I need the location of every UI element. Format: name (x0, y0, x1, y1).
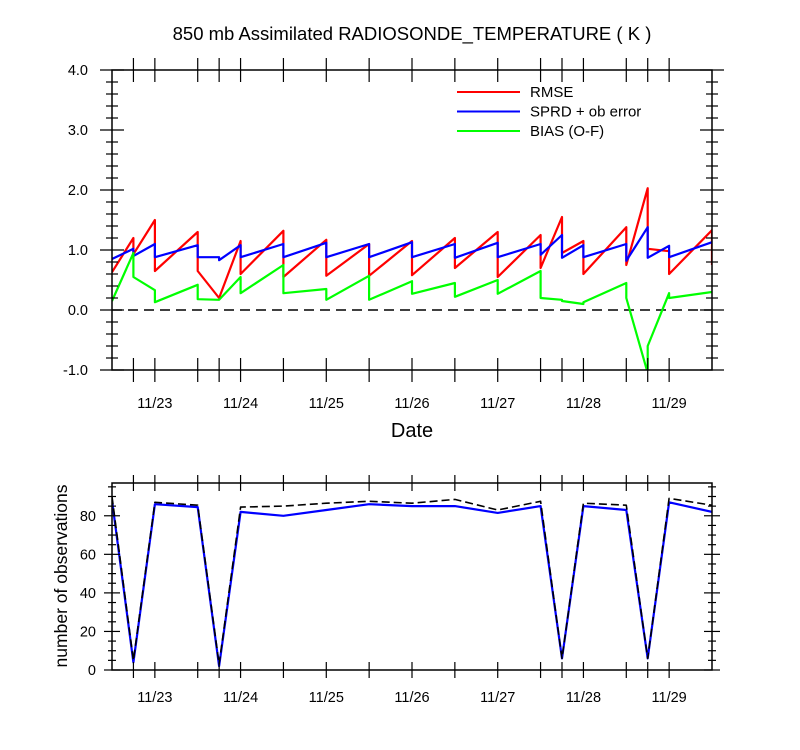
y-tick-label: 0 (88, 663, 96, 679)
chart-title: 850 mb Assimilated RADIOSONDE_TEMPERATUR… (173, 23, 652, 45)
legend-label: RMSE (530, 84, 573, 101)
x-tick-label: 11/26 (394, 396, 429, 412)
y-tick-label: -1.0 (63, 363, 88, 379)
legend: RMSE SPRD + ob error BIAS (O-F) (457, 84, 641, 140)
y-tick-label: 20 (80, 624, 96, 640)
legend-label: BIAS (O-F) (530, 123, 604, 140)
series-line-sprd-ob-error (112, 226, 712, 262)
series-line-bias-o-f (112, 251, 712, 370)
y-tick-label: 40 (80, 586, 96, 602)
x-tick-label: 11/27 (480, 690, 515, 706)
x-tick-label: 11/28 (566, 690, 601, 706)
x-tick-label: 11/29 (652, 690, 687, 706)
plot-frame (111, 482, 713, 671)
x-axis-title: Date (391, 420, 433, 442)
y-axis-title: number of observations (51, 484, 71, 667)
upper-panel: 4.0 3.0 2.0 1.0 0.0 -1.0 11/23 11/24 11/25 11/26 1… (63, 58, 724, 412)
y-tick-label: 60 (80, 547, 96, 563)
series-line-rmse (112, 187, 712, 300)
x-tick-label: 11/29 (652, 396, 687, 412)
y-tick-label: 2.0 (68, 183, 88, 199)
lower-panel: 80 60 40 20 0 11/23 11/24 11/25 11/26 11/27 11/28 1… (80, 475, 720, 706)
y-tick-label: 0.0 (68, 303, 88, 319)
obs-count-line-solid (112, 500, 712, 668)
x-tick-label: 11/27 (480, 396, 515, 412)
obs-count-line-dashed (112, 496, 712, 666)
y-tick-label: 4.0 (68, 63, 88, 79)
legend-label: SPRD + ob error (530, 104, 641, 121)
x-tick-label: 11/26 (394, 690, 429, 706)
x-tick-label: 11/28 (566, 396, 601, 412)
x-tick-label: 11/25 (309, 396, 344, 412)
y-tick-label: 80 (80, 509, 96, 525)
x-tick-label: 11/23 (137, 396, 172, 412)
y-tick-label: 1.0 (68, 243, 88, 259)
y-tick-label: 3.0 (68, 123, 88, 139)
x-tick-label: 11/24 (223, 396, 258, 412)
x-tick-label: 11/24 (223, 690, 258, 706)
x-tick-label: 11/25 (309, 690, 344, 706)
x-tick-label: 11/23 (137, 690, 172, 706)
